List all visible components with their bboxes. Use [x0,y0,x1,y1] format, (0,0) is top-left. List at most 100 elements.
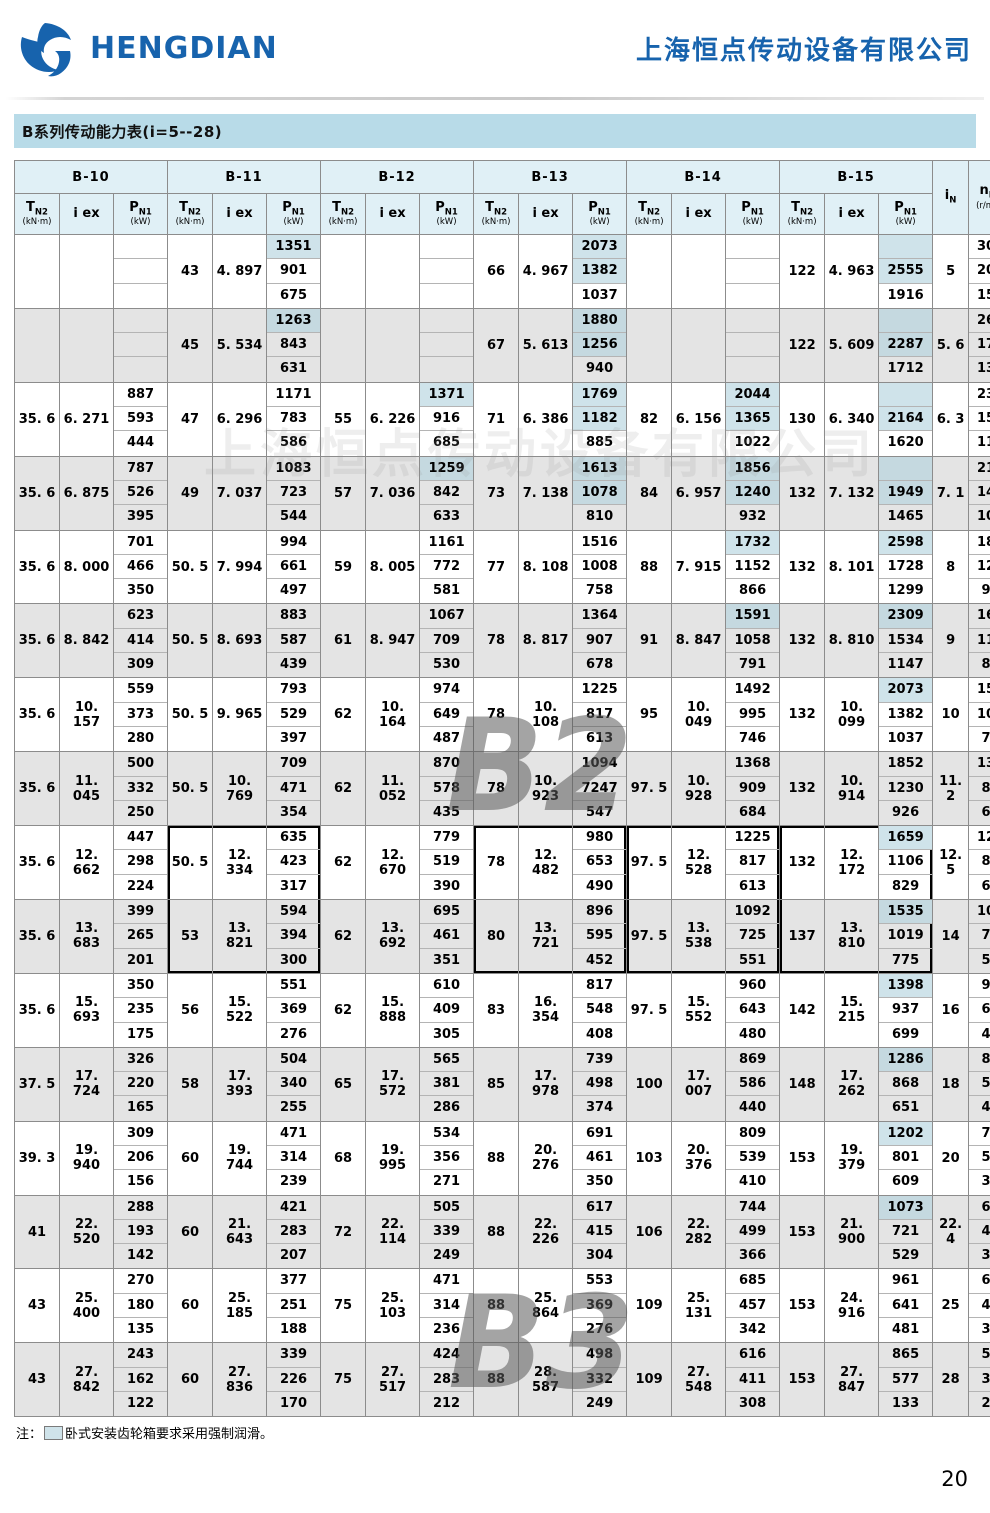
table-row: 43 27. 842 243 162 122 60 27. 836 339 226 170 75 27… [14,1342,990,1418]
cell-b-13-tn2: 78 [473,677,520,753]
cell-in: 22. 4 [932,1194,970,1270]
cell-b-11-tn2: 60 [167,1120,214,1196]
cell-b-14-tn2: 97. 5 [626,751,673,827]
table-row: 35. 6 6. 271 887 593 444 47 6. 296 1171 783 586 55… [14,381,990,457]
cell-b-12-pn1: 471 314 236 [419,1268,475,1344]
cell-b-10-pn1: 623 414 309 [112,603,169,679]
cell-nn2: 1348967 [968,751,990,827]
cell-b-14-iex: 6. 957 [671,455,727,531]
cell-b-13-iex: 8. 817 [518,603,574,679]
cell-b-15-iex: 8. 810 [824,603,880,679]
cell-b-14-tn2: 95 [626,677,673,753]
cell-nn2: 543627 [968,1342,990,1418]
cell-in: 8 [932,529,970,605]
cell-b-15-iex: 15. 215 [824,972,880,1048]
cell-b-12-tn2: 59 [320,529,367,605]
cell-b-12-pn1: 610 409 305 [419,972,475,1048]
right-header-1: nN2(r/min) [968,160,990,235]
cell-b-10-pn1 [112,307,169,383]
cell-b-15-pn1: 2598 1728 1299 [878,529,934,605]
cell-b-11-pn1: 339 226 170 [266,1342,322,1418]
cell-b-10-tn2: 35. 6 [14,972,60,1048]
cell-b-14-tn2: 97. 5 [626,825,673,901]
cell-in: 5. 6 [932,307,970,383]
cell-b-13-tn2: 71 [473,381,520,457]
cell-b-15-pn1: 1398 937 699 [878,972,934,1048]
cell-b-14-iex: 8. 847 [671,603,727,679]
cell-b-12-pn1: 695 461 351 [419,899,475,974]
cell-in: 11. 2 [932,751,970,827]
cell-b-10-iex: 11. 045 [59,751,114,827]
cell-b-14-tn2: 109 [626,1342,673,1418]
cell-b-10-tn2 [14,234,60,309]
right-header-0: iN [932,160,970,235]
cell-b-10-iex: 8. 000 [59,529,114,605]
cell-b-10-pn1: 701 466 350 [112,529,169,605]
sub-header-b-11-N1: PN1 (kW) [266,193,322,235]
cell-b-14-pn1: 809 539 410 [725,1120,781,1196]
cell-b-14-pn1: 744 499 366 [725,1194,781,1270]
cell-b-13-tn2: 83 [473,972,520,1048]
cell-b-12-iex: 13. 692 [365,899,421,974]
cell-nn2: 238159119 [968,381,990,457]
cell-b-13-tn2: 88 [473,1268,520,1344]
cell-b-10-tn2: 35. 6 [14,751,60,827]
sub-header-b-14-N2: TN2 (kN·m) [626,193,673,235]
model-header-row: B-10B-11B-12B-13B-14B-15iNnN2(r/min)n1(r… [13,160,990,235]
cell-b-13-pn1: 1613 1078 810 [572,455,628,531]
cell-b-13-pn1: 1769 1182 885 [572,381,628,457]
cell-b-15-pn1: 1202 801 609 [878,1120,934,1196]
cell-b-10-tn2: 43 [14,1342,60,1418]
cell-b-11-tn2: 50. 5 [167,751,214,827]
cell-b-13-iex: 10. 923 [518,751,574,827]
cell-in: 5 [932,234,970,309]
cell-b-11-pn1: 471 314 239 [266,1120,322,1196]
cell-b-15-tn2: 153 [779,1194,826,1270]
cell-b-11-tn2: 60 [167,1342,214,1418]
cell-b-10-pn1: 447 298 224 [112,825,169,901]
cell-nn2: 300200150 [968,234,990,309]
cell-b-14-iex [671,307,727,383]
cell-b-14-tn2: 97. 5 [626,972,673,1048]
cell-b-11-tn2: 53 [167,899,214,974]
cell-b-11-pn1: 1171 783 586 [266,381,322,457]
footnote-prefix: 注： [16,1427,43,1443]
section-title: B系列传动能力表(i=5--28) [22,122,223,141]
cell-nn2: 755038 [968,1120,990,1196]
cell-nn2: 268179134 [968,307,990,383]
cell-b-11-pn1: 1351 901 675 [266,234,322,309]
cell-b-15-tn2: 122 [779,234,826,309]
sub-header-b-14-iex: i ex [671,193,727,235]
sub-header-b-14-N1: PN1 (kW) [725,193,781,235]
cell-b-13-tn2: 88 [473,1342,520,1418]
cell-b-12-pn1 [419,234,475,309]
cell-b-10-iex: 13. 683 [59,899,114,974]
cell-b-10-iex: 8. 842 [59,603,114,679]
cell-in: 18 [932,1046,970,1122]
cell-b-14-tn2: 103 [626,1120,673,1196]
cell-b-12-tn2: 72 [320,1194,367,1270]
cell-b-10-tn2: 35. 6 [14,603,60,679]
cell-b-14-tn2: 100 [626,1046,673,1122]
cell-b-10-pn1: 787 526 395 [112,455,169,531]
cell-b-15-tn2: 148 [779,1046,826,1122]
cell-b-12-iex: 17. 572 [365,1046,421,1122]
brand-block: HENGDIAN [14,20,278,78]
cell-b-14-pn1: 1732 1152 866 [725,529,781,605]
cell-in: 16 [932,972,970,1048]
model-header-b-13: B-13 [473,160,628,194]
cell-b-11-tn2: 50. 5 [167,603,214,679]
cell-b-10-pn1: 887 593 444 [112,381,169,457]
cell-nn2: 1077154 [968,899,990,974]
sub-header-b-11-iex: i ex [212,193,268,235]
cell-b-10-tn2: 35. 6 [14,381,60,457]
cell-b-11-iex: 19. 744 [212,1120,268,1196]
cell-b-12-tn2 [320,307,367,383]
cell-b-12-tn2: 75 [320,1268,367,1344]
cell-b-10-iex: 22. 520 [59,1194,114,1270]
cell-b-11-iex: 15. 522 [212,972,268,1048]
cell-b-13-pn1: 1094 7247 547 [572,751,628,827]
cell-b-11-pn1: 1263 843 631 [266,307,322,383]
cell-b-14-pn1: 616 411 308 [725,1342,781,1418]
cell-b-10-tn2: 39. 3 [14,1120,60,1196]
